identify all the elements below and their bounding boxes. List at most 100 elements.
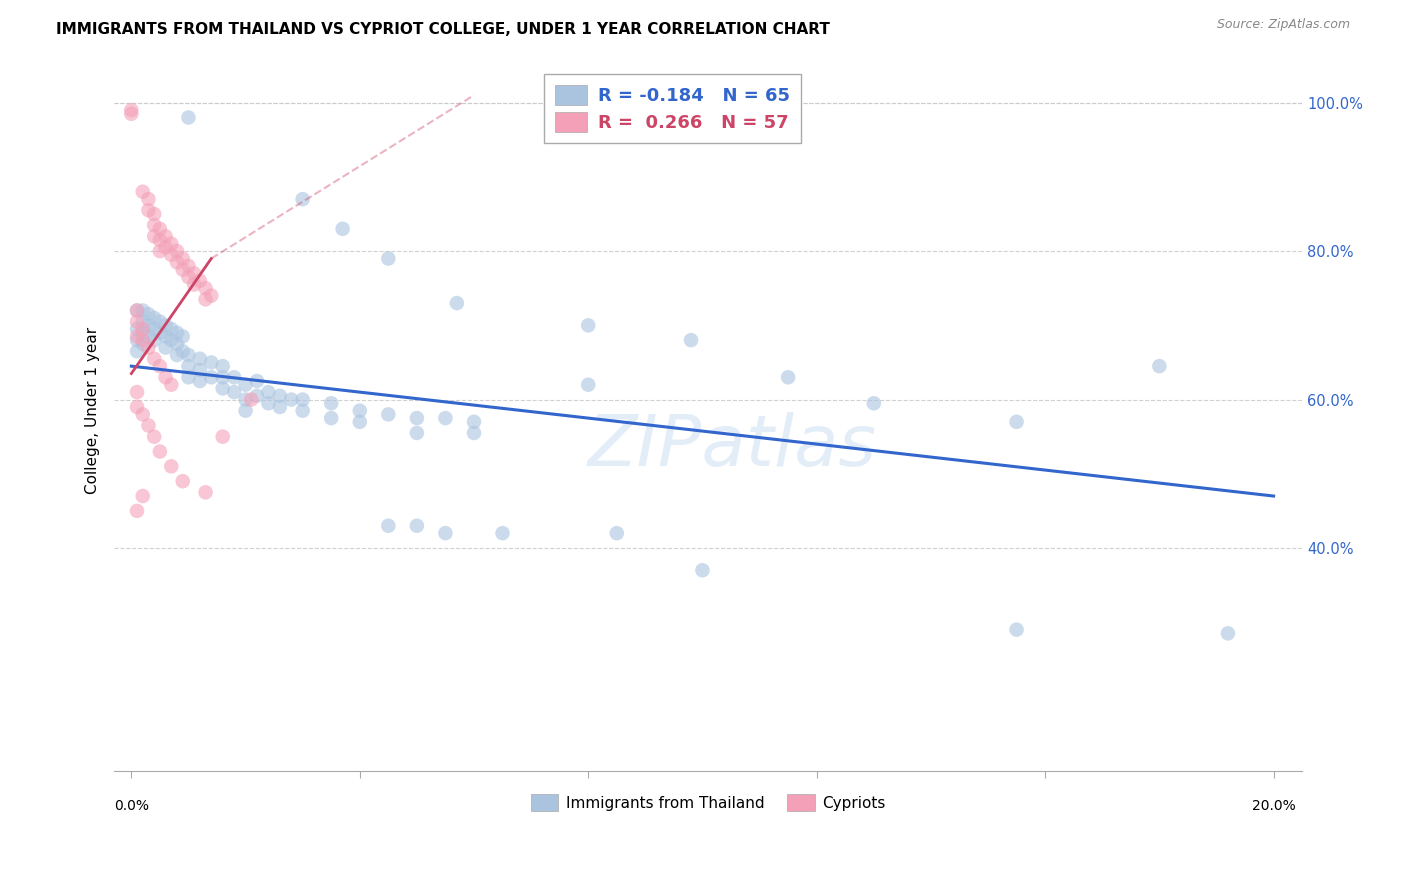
Point <box>125 344 148 359</box>
Point <box>125 504 148 518</box>
Point <box>183 266 205 280</box>
Point <box>177 359 200 373</box>
Point <box>349 415 371 429</box>
Point <box>160 322 183 336</box>
Point <box>291 392 314 407</box>
Point <box>166 326 188 340</box>
Point <box>1005 415 1028 429</box>
Point <box>177 259 200 273</box>
Point <box>1216 626 1239 640</box>
Point <box>149 222 172 236</box>
Point <box>406 425 429 440</box>
Point <box>1149 359 1171 373</box>
Point <box>149 444 172 458</box>
Point <box>211 370 233 384</box>
Point <box>166 337 188 351</box>
Point <box>194 485 217 500</box>
Point <box>188 351 211 366</box>
Point <box>138 318 160 333</box>
Point <box>200 288 222 302</box>
Point <box>862 396 884 410</box>
Point <box>291 192 314 206</box>
Point <box>211 381 233 395</box>
Point <box>321 411 343 425</box>
Point <box>576 377 599 392</box>
Point <box>143 218 166 232</box>
Point <box>166 255 188 269</box>
Point <box>160 377 183 392</box>
Legend: Immigrants from Thailand, Cypriots: Immigrants from Thailand, Cypriots <box>524 789 891 817</box>
Point <box>155 240 177 254</box>
Point <box>446 296 468 310</box>
Point <box>692 563 714 577</box>
Point <box>132 185 155 199</box>
Point <box>132 322 155 336</box>
Point <box>172 344 194 359</box>
Point <box>183 277 205 292</box>
Point <box>125 385 148 400</box>
Point <box>177 111 200 125</box>
Point <box>491 526 513 541</box>
Point <box>160 333 183 347</box>
Point <box>149 359 172 373</box>
Point <box>160 248 183 262</box>
Point <box>224 370 246 384</box>
Point <box>240 392 263 407</box>
Point <box>434 526 457 541</box>
Point <box>155 229 177 244</box>
Point <box>188 363 211 377</box>
Point <box>246 389 269 403</box>
Point <box>172 329 194 343</box>
Point <box>155 341 177 355</box>
Point <box>143 333 166 347</box>
Point <box>125 333 148 347</box>
Point <box>149 244 172 258</box>
Point <box>132 489 155 503</box>
Point <box>246 374 269 388</box>
Point <box>120 107 142 121</box>
Point <box>155 329 177 343</box>
Point <box>143 229 166 244</box>
Text: 0.0%: 0.0% <box>114 798 149 813</box>
Point <box>200 355 222 369</box>
Point <box>138 329 160 343</box>
Y-axis label: College, Under 1 year: College, Under 1 year <box>86 327 100 494</box>
Point <box>224 385 246 400</box>
Point <box>143 430 166 444</box>
Point <box>291 403 314 417</box>
Point <box>377 408 399 422</box>
Point <box>143 207 166 221</box>
Point <box>177 370 200 384</box>
Point <box>679 333 702 347</box>
Point <box>576 318 599 333</box>
Point <box>434 411 457 425</box>
Point <box>149 315 172 329</box>
Point <box>125 322 148 336</box>
Point <box>377 518 399 533</box>
Point <box>132 315 155 329</box>
Point <box>149 326 172 340</box>
Point <box>269 400 291 414</box>
Point <box>269 389 291 403</box>
Point <box>177 348 200 362</box>
Point <box>138 203 160 218</box>
Point <box>194 293 217 307</box>
Point <box>235 392 257 407</box>
Point <box>463 415 485 429</box>
Point <box>211 430 233 444</box>
Point <box>166 348 188 362</box>
Point <box>1005 623 1028 637</box>
Point <box>120 103 142 117</box>
Point <box>132 326 155 340</box>
Point <box>172 474 194 488</box>
Point <box>125 400 148 414</box>
Text: 20.0%: 20.0% <box>1251 798 1295 813</box>
Point <box>235 403 257 417</box>
Point <box>257 396 280 410</box>
Point <box>138 307 160 321</box>
Point <box>160 236 183 251</box>
Point <box>463 425 485 440</box>
Point <box>406 518 429 533</box>
Point <box>125 303 148 318</box>
Point <box>125 315 148 329</box>
